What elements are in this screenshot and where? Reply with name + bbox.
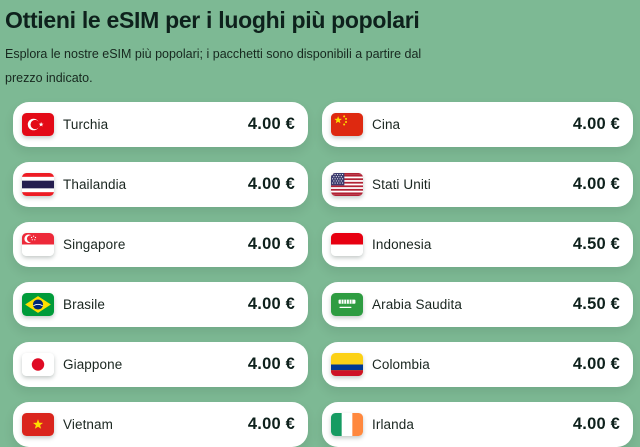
price-label: 4.00 € <box>247 295 295 314</box>
destination-card[interactable]: Turchia 4.00 € <box>13 102 308 148</box>
country-name: Stati Uniti <box>372 177 431 193</box>
destination-card[interactable]: Cina 4.00 € <box>322 102 633 148</box>
country-name: Irlanda <box>372 417 414 433</box>
flag-brazil-icon <box>22 293 54 317</box>
price-label: 4.00 € <box>247 175 295 194</box>
flag-colombia-icon <box>331 353 363 377</box>
flag-china-icon <box>331 113 363 137</box>
flag-ireland-icon <box>331 413 363 437</box>
destination-card[interactable]: Stati Uniti 4.00 € <box>322 162 633 208</box>
price-label: 4.00 € <box>247 415 295 434</box>
destination-card[interactable]: Arabia Saudita 4.50 € <box>322 282 633 328</box>
country-name: Singapore <box>63 237 126 253</box>
price-label: 4.50 € <box>572 295 620 314</box>
destination-card[interactable]: Singapore 4.00 € <box>13 222 308 268</box>
country-name: Thailandia <box>63 177 127 193</box>
country-name: Cina <box>372 117 401 133</box>
destination-card[interactable]: Thailandia 4.00 € <box>13 162 308 208</box>
country-name: Brasile <box>63 297 105 313</box>
price-label: 4.00 € <box>247 355 295 374</box>
flag-thailand-icon <box>22 173 54 197</box>
flag-japan-icon <box>22 353 54 377</box>
country-name: Turchia <box>63 117 109 133</box>
destination-card[interactable]: Vietnam 4.00 € <box>13 402 308 447</box>
flag-saudi-arabia-icon <box>331 293 363 317</box>
section-subtitle: Esplora le nostre eSIM più popolari; i p… <box>5 47 422 86</box>
destination-card[interactable]: Brasile 4.00 € <box>13 282 308 328</box>
destination-card[interactable]: Irlanda 4.00 € <box>322 402 633 447</box>
section-title: Ottieni le eSIM per i luoghi più popolar… <box>5 7 420 33</box>
country-name: Giappone <box>63 357 123 373</box>
flag-indonesia-icon <box>331 233 363 257</box>
country-name: Colombia <box>372 357 430 373</box>
price-label: 4.00 € <box>247 115 295 134</box>
price-label: 4.00 € <box>247 235 295 254</box>
country-name: Arabia Saudita <box>372 297 462 313</box>
flag-usa-icon <box>331 173 363 197</box>
price-label: 4.00 € <box>572 115 620 134</box>
destination-card-grid: Turchia 4.00 € Cina 4.00 € Thailandia 4.… <box>0 102 640 447</box>
flag-vietnam-icon <box>22 413 54 437</box>
flag-singapore-icon <box>22 233 54 257</box>
price-label: 4.50 € <box>572 235 620 254</box>
price-label: 4.00 € <box>572 355 620 374</box>
destination-card[interactable]: Colombia 4.00 € <box>322 342 633 388</box>
country-name: Indonesia <box>372 237 432 253</box>
destination-card[interactable]: Giappone 4.00 € <box>13 342 308 388</box>
flag-turkey-icon <box>22 113 54 137</box>
price-label: 4.00 € <box>572 175 620 194</box>
destination-card[interactable]: Indonesia 4.50 € <box>322 222 633 268</box>
country-name: Vietnam <box>63 417 113 433</box>
section-header: Ottieni le eSIM per i luoghi più popolar… <box>0 0 640 90</box>
price-label: 4.00 € <box>572 415 620 434</box>
